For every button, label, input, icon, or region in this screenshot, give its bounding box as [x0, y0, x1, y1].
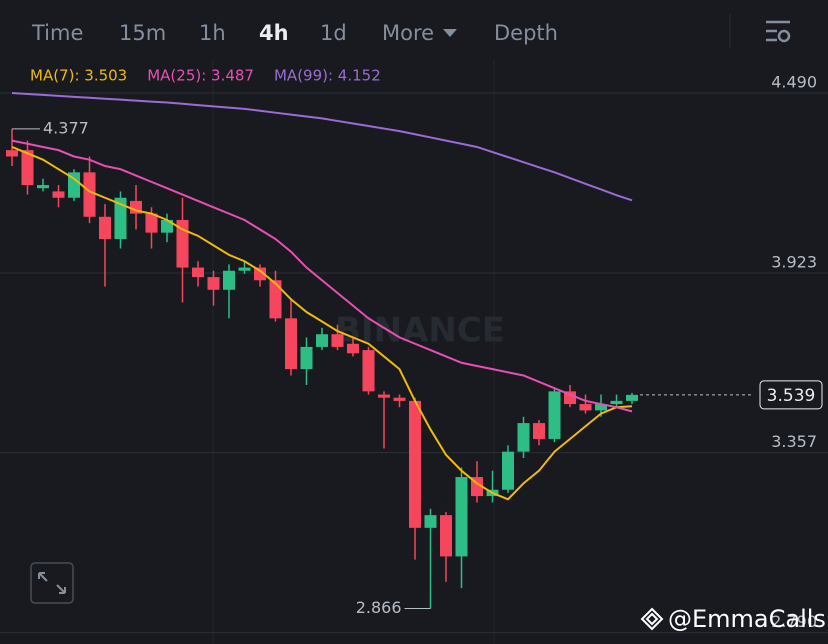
y-tick-label: 3.923 — [771, 252, 817, 271]
candle-body — [254, 267, 266, 281]
candle-body — [300, 346, 313, 370]
legend-entry: MA(7): 3.503 — [30, 67, 127, 85]
candle-body — [37, 185, 49, 189]
candle-body — [114, 197, 127, 240]
watermark: BINANCE — [335, 311, 505, 351]
candle-body — [145, 213, 158, 233]
candle-body — [223, 270, 235, 290]
candle-body — [626, 394, 638, 401]
tab[interactable]: 4h — [259, 21, 289, 45]
last-price-label: 3.539 — [767, 386, 816, 406]
candle-body — [331, 334, 344, 347]
settings-icon[interactable] — [766, 20, 791, 43]
candle-body — [579, 404, 592, 411]
candle-body — [99, 216, 111, 240]
candle-body — [610, 400, 623, 405]
candle-body — [502, 451, 514, 490]
ma-line — [11, 92, 633, 202]
last-price-box — [759, 380, 823, 410]
ma-line — [11, 139, 633, 413]
min-label: 2.866 — [356, 598, 402, 617]
candle-body — [424, 515, 437, 528]
candle-body — [548, 391, 561, 439]
y-tick-label: 3.357 — [771, 432, 817, 451]
legend-entry: MA(99): 4.152 — [274, 67, 381, 85]
candle-body — [285, 318, 297, 370]
candle-body — [68, 172, 80, 198]
candle-body — [362, 350, 375, 392]
candle-body — [83, 172, 96, 217]
candle-body — [347, 343, 359, 354]
candle-body — [378, 394, 390, 398]
candle-body — [409, 400, 421, 528]
legend-entry: MA(25): 3.487 — [147, 67, 254, 85]
tab[interactable]: 15m — [119, 21, 166, 45]
candle-body — [564, 391, 576, 405]
candle-body — [440, 515, 452, 557]
credit-icon — [640, 607, 664, 631]
candle-body — [238, 267, 251, 271]
max-label: 4.377 — [43, 118, 89, 137]
candle-body — [161, 219, 173, 233]
candle-body — [595, 404, 607, 411]
candle-body — [176, 219, 189, 268]
tab[interactable]: Depth — [494, 21, 558, 45]
candle-body — [192, 267, 204, 278]
tab[interactable]: 1h — [199, 21, 226, 45]
candle-body — [533, 423, 545, 439]
candle-body — [269, 280, 282, 319]
candle-body — [207, 277, 220, 290]
candle-body — [517, 423, 530, 452]
expand-button[interactable] — [30, 562, 74, 604]
dropdown-arrow — [443, 29, 457, 37]
candle-body — [455, 477, 468, 557]
candle-body — [6, 150, 18, 157]
candle-body — [316, 334, 328, 347]
ma-line — [11, 146, 633, 501]
tab[interactable]: Time — [31, 21, 83, 45]
tab[interactable]: More — [382, 21, 434, 45]
credit: @EmmaCalls — [668, 605, 826, 633]
y-tick-label: 2.790 — [771, 612, 817, 631]
candle-body — [52, 191, 65, 198]
candle-body — [21, 150, 34, 186]
candle-body — [393, 397, 406, 401]
y-tick-label: 4.490 — [771, 73, 817, 92]
tab[interactable]: 1d — [320, 21, 347, 45]
